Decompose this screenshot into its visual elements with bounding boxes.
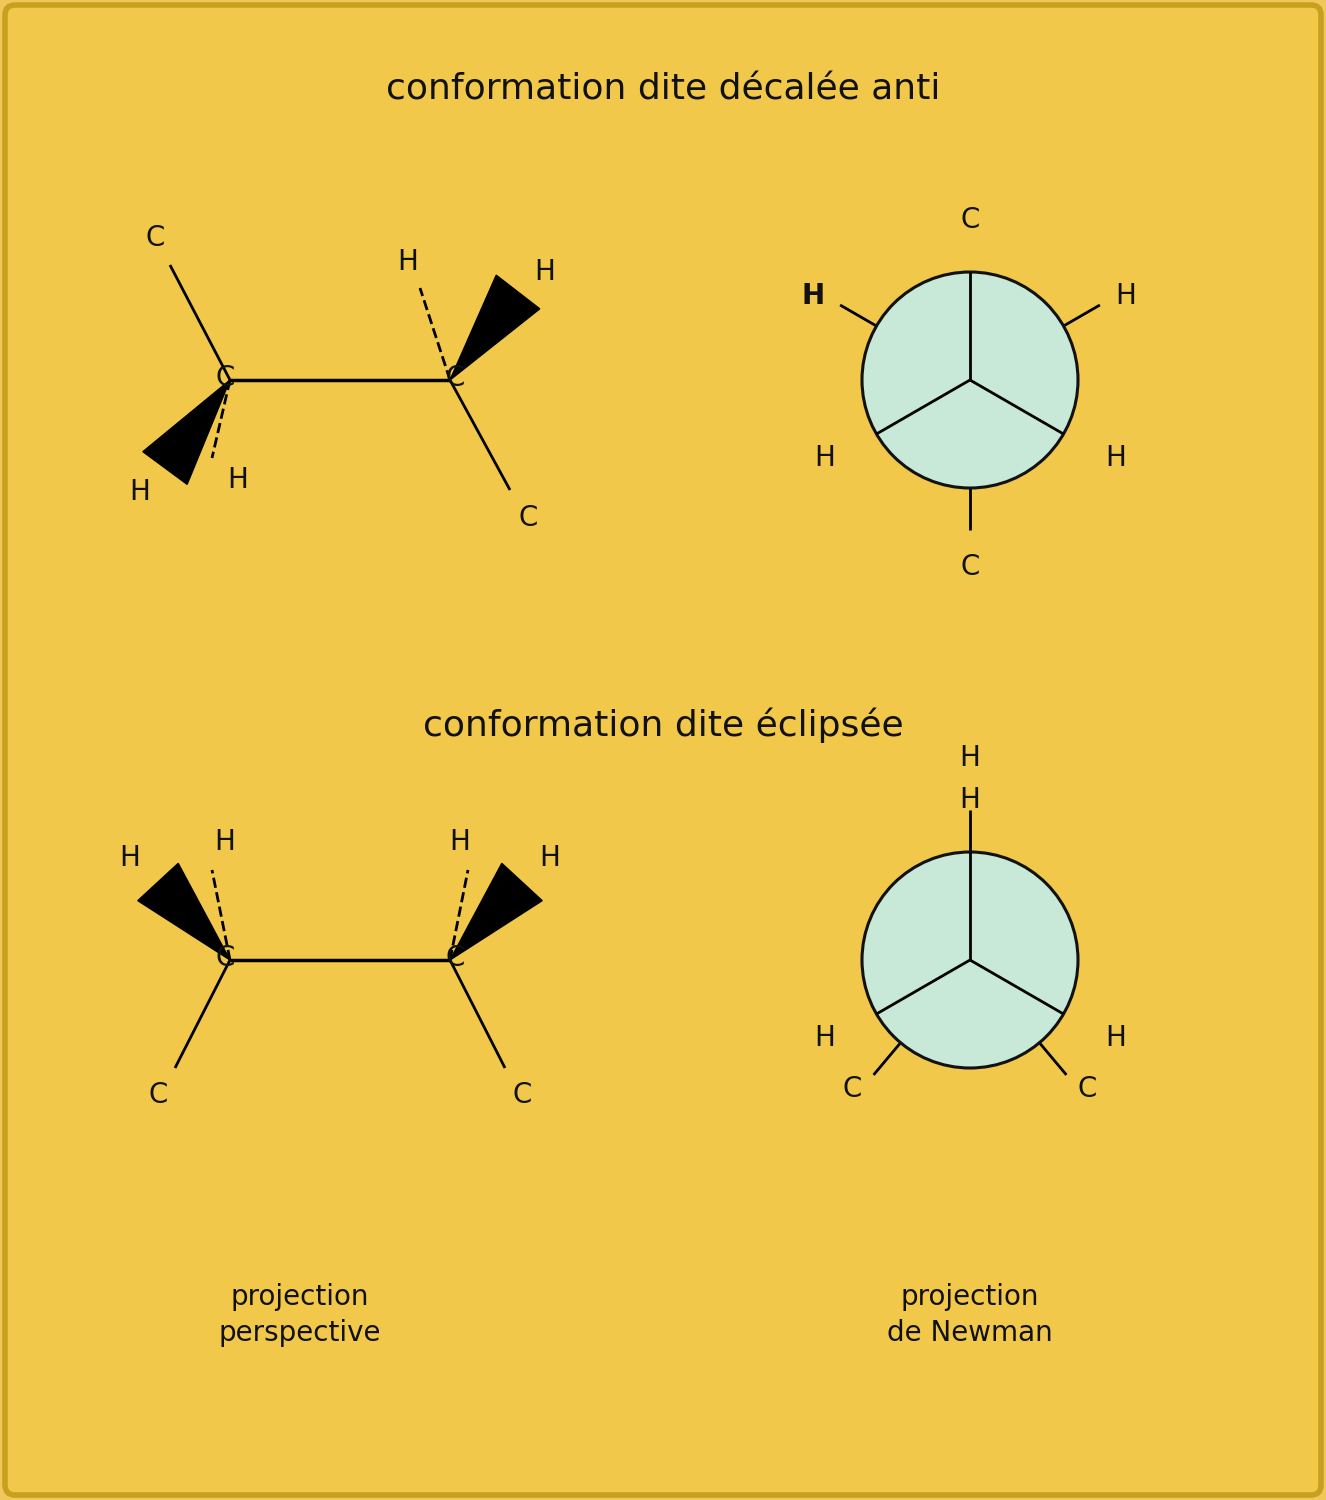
Text: H: H (1105, 1024, 1126, 1051)
Text: C: C (1078, 1074, 1098, 1102)
Polygon shape (450, 864, 542, 960)
Text: H: H (960, 786, 980, 814)
Circle shape (862, 272, 1078, 488)
Text: H: H (215, 828, 236, 856)
FancyBboxPatch shape (5, 4, 1321, 1496)
Polygon shape (450, 274, 540, 380)
Text: H: H (804, 282, 825, 310)
Text: C: C (149, 1082, 167, 1108)
Text: conformation dite éclipsée: conformation dite éclipsée (423, 708, 903, 742)
Polygon shape (143, 380, 229, 484)
Text: C: C (215, 364, 235, 392)
Text: C: C (960, 206, 980, 234)
Text: H: H (450, 828, 471, 856)
Text: H: H (814, 1024, 835, 1051)
Text: projection
perspective: projection perspective (219, 1282, 382, 1347)
Text: H: H (119, 844, 141, 871)
Text: C: C (446, 364, 464, 392)
Text: H: H (960, 744, 980, 772)
Text: H: H (801, 282, 825, 310)
Text: conformation dite décalée anti: conformation dite décalée anti (386, 74, 940, 106)
Text: H: H (1105, 444, 1126, 472)
Text: H: H (398, 248, 419, 276)
Circle shape (862, 852, 1078, 1068)
Text: H: H (534, 258, 556, 286)
Text: C: C (446, 944, 464, 972)
Text: H: H (1115, 282, 1136, 310)
Text: C: C (215, 944, 235, 972)
Polygon shape (138, 864, 229, 960)
Text: projection
de Newman: projection de Newman (887, 1282, 1053, 1347)
Text: C: C (960, 554, 980, 580)
Text: C: C (842, 1074, 862, 1102)
Text: C: C (512, 1082, 532, 1108)
Text: C: C (518, 504, 537, 532)
Text: H: H (228, 466, 248, 494)
Text: H: H (814, 444, 835, 472)
Text: H: H (130, 478, 150, 506)
Text: H: H (540, 844, 561, 871)
Text: C: C (146, 224, 164, 252)
